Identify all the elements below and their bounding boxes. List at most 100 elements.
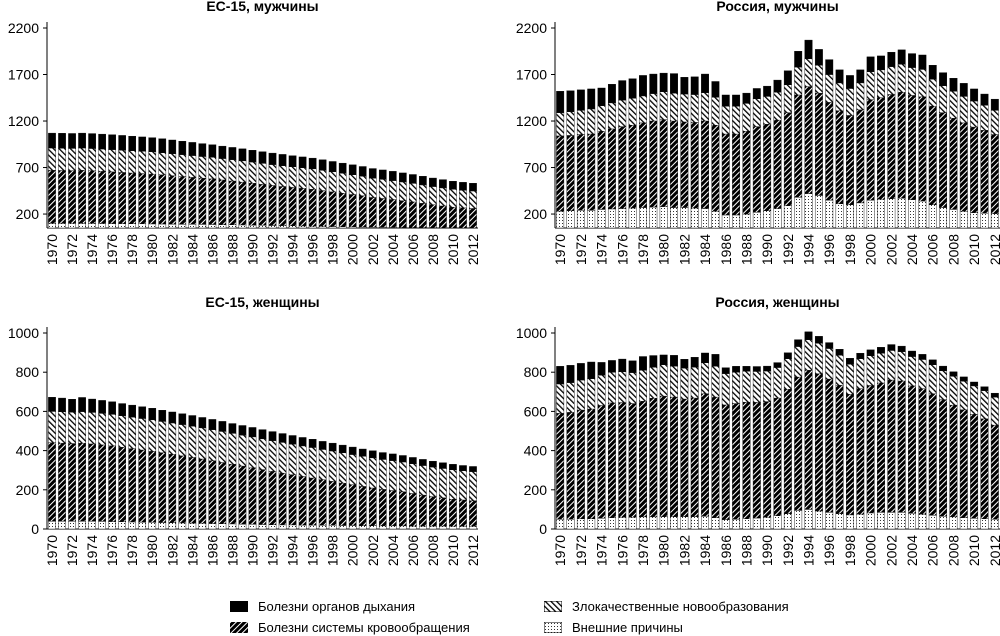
bar-segment-2007-s1 [939, 207, 948, 229]
bar-segment-2008-s2 [429, 496, 437, 527]
bar-segment-1985-s4 [711, 354, 720, 367]
bar-segment-2001-s4 [877, 347, 885, 354]
bar-segment-1995-s2 [298, 476, 307, 526]
bar-segment-2006-s3 [409, 183, 417, 203]
bar-segment-1995-s2 [298, 188, 307, 227]
bar-segment-1985-s1 [711, 517, 720, 530]
bar-segment-1990-s2 [763, 124, 772, 211]
bar-segment-1977-s3 [118, 149, 126, 173]
bar-segment-2011-s3 [980, 390, 989, 420]
bar-segment-1976-s2 [108, 445, 116, 522]
bar-segment-2008-s3 [949, 376, 958, 406]
bar-segment-1982-s1 [680, 516, 689, 530]
bar-segment-1971-s2 [58, 170, 66, 224]
bar-segment-2004-s4 [388, 453, 397, 461]
bar-segment-1990-s3 [763, 96, 772, 125]
x-tick-label: 2002 [883, 234, 899, 265]
x-tick-label: 1980 [656, 535, 672, 566]
bar-segment-1974-s4 [597, 362, 606, 376]
bar-segment-1991-s2 [773, 119, 782, 209]
bar-segment-1986-s1 [208, 523, 217, 530]
bar-segment-1977-s2 [628, 403, 637, 518]
x-tick-label: 1982 [676, 234, 692, 265]
bar-segment-2005-s4 [918, 354, 927, 360]
bar-segment-1981-s4 [158, 410, 167, 422]
bar-segment-1996-s3 [308, 447, 317, 479]
bar-segment-1979-s3 [138, 151, 147, 174]
x-tick-label: 1970 [44, 535, 60, 566]
bar-segment-2011-s4 [980, 93, 989, 106]
bar-segment-1974-s1 [88, 520, 96, 530]
bar-segment-1978-s1 [639, 207, 647, 229]
bar-segment-2003-s3 [378, 459, 387, 490]
x-tick-label: 1998 [325, 535, 341, 566]
y-tick-label: 1000 [516, 325, 547, 341]
bar-segment-2008-s2 [949, 118, 958, 210]
x-tick-label: 1976 [104, 535, 120, 566]
bar-segment-1981-s1 [158, 522, 167, 530]
bar-segment-1978-s1 [128, 521, 137, 530]
x-tick-label: 1994 [801, 535, 817, 566]
bar-segment-1992-s3 [783, 358, 792, 390]
bar-segment-2008-s4 [429, 177, 437, 187]
bar-segment-1991-s3 [258, 438, 267, 470]
bar-segment-1995-s3 [298, 167, 307, 189]
bar-segment-2006-s4 [409, 174, 417, 184]
bar-segment-1986-s4 [208, 419, 217, 430]
bar-segment-2012-s3 [990, 396, 999, 426]
bar-segment-1982-s1 [168, 223, 177, 229]
bar-segment-1978-s3 [128, 416, 137, 449]
bar-segment-2012-s2 [469, 208, 477, 229]
bar-segment-1977-s2 [628, 125, 637, 209]
bar-segment-1983-s4 [690, 76, 699, 95]
bar-segment-2006-s3 [928, 78, 937, 107]
bar-segment-1989-s1 [752, 211, 761, 229]
bar-segment-1977-s4 [628, 78, 637, 99]
bar-segment-2000-s3 [866, 355, 875, 386]
bar-segment-2007-s3 [939, 370, 948, 400]
x-tick-label: 2012 [987, 234, 1000, 265]
bar-segment-1977-s1 [118, 521, 126, 530]
bar-segment-2004-s2 [388, 490, 397, 527]
bar-segment-1987-s1 [218, 224, 227, 229]
bar-segment-2003-s1 [897, 198, 906, 229]
bar-segment-1983-s2 [178, 455, 187, 524]
bar-segment-1982-s3 [168, 153, 177, 176]
bar-segment-2012-s4 [990, 98, 999, 111]
bar-segment-1996-s2 [308, 477, 317, 526]
bar-segment-2007-s4 [939, 365, 948, 372]
bar-segment-2010-s4 [449, 181, 457, 190]
bar-segment-2002-s3 [368, 177, 377, 198]
bar-segment-1976-s2 [618, 126, 627, 209]
bar-segment-1980-s2 [659, 119, 668, 207]
bar-segment-1999-s2 [338, 482, 347, 526]
bar-segment-1980-s4 [148, 137, 157, 153]
bar-segment-1980-s3 [148, 151, 157, 175]
bar-segment-2000-s3 [866, 71, 875, 100]
bar-segment-2012-s2 [469, 500, 477, 527]
bar-segment-1972-s3 [68, 411, 76, 444]
bar-segment-1993-s2 [278, 186, 287, 226]
bar-segment-1990-s3 [763, 370, 772, 402]
bar-segment-2009-s4 [439, 179, 447, 189]
bar-segment-1988-s4 [228, 147, 237, 160]
bar-segment-2003-s1 [897, 512, 906, 530]
bar-segment-1996-s3 [825, 348, 834, 380]
bar-segment-1990-s4 [763, 365, 772, 372]
bar-segment-1996-s2 [308, 189, 317, 227]
bar-segment-2004-s4 [908, 53, 916, 68]
bar-segment-1989-s3 [752, 371, 761, 403]
bar-segment-2004-s2 [388, 199, 397, 228]
bar-segment-1986-s4 [721, 367, 730, 374]
bar-segment-1984-s1 [701, 208, 709, 229]
bar-segment-1985-s4 [198, 143, 207, 157]
bar-segment-1992-s2 [783, 389, 792, 514]
bar-segment-1999-s1 [338, 525, 347, 530]
x-tick-label: 2010 [966, 234, 982, 265]
bar-segment-1977-s3 [628, 98, 637, 126]
x-tick-label: 2008 [945, 234, 961, 265]
bar-segment-2006-s3 [409, 463, 417, 494]
y-tick-label: 200 [16, 206, 40, 222]
bar-segment-1980-s1 [148, 522, 157, 530]
bar-segment-2003-s2 [378, 198, 387, 228]
